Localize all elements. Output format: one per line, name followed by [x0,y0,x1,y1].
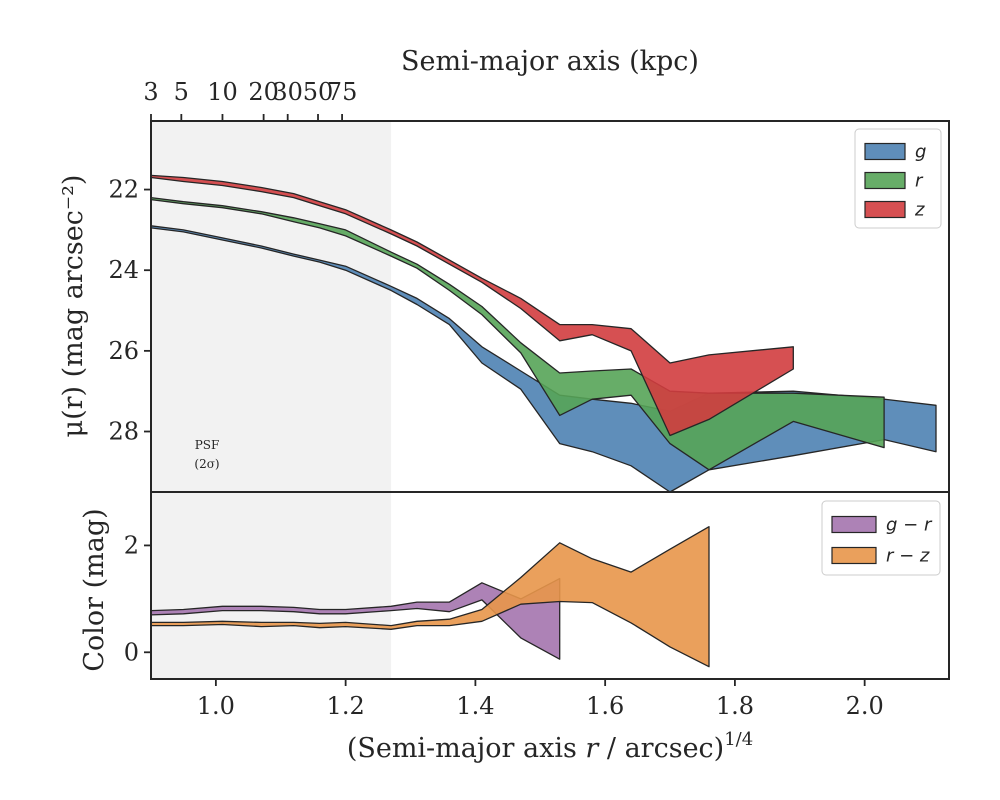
band-rz-1 [150,526,710,668]
x-tick-label: 1.6 [586,692,624,720]
band-gr-0 [150,577,561,660]
legend-swatch [831,515,877,534]
y-tick-label: 24 [108,256,139,284]
y-tick-label: 22 [108,176,139,204]
x-tick-label: 1.0 [197,692,235,720]
psf-shade-region-top [151,121,392,492]
legend-label: r [915,171,924,192]
x-tick-label: 1.8 [716,692,754,720]
surface-brightness-bands [150,174,937,493]
kpc-tick-label: 20 [248,78,279,106]
kpc-tick-label: 50 [303,78,334,106]
x-tick-label: 1.4 [456,692,494,720]
kpc-tick-label: 30 [272,78,303,106]
color-bands [150,526,710,668]
top-x-axis-title: Semi-major axis (kpc) [401,46,699,77]
bottom-y-ticks: 02 [124,531,151,666]
color-panel: 02 1.0 1.2 1.4 1.6 1.8 2.0 g − rr − z [124,491,950,720]
bottom-y-axis-title: Color (mag) [79,508,110,671]
legend-swatch [831,546,877,565]
legend-swatch [864,200,906,219]
y-tick-label: 28 [108,418,139,446]
kpc-tick-label: 5 [174,78,189,106]
color-legend: g − r r − z [821,500,941,576]
psf-shade-region-bottom [151,492,392,679]
surface-brightness-legend: grz [854,128,942,229]
legend-label: r − z [886,546,930,567]
x-tick-label: 1.2 [327,692,365,720]
bottom-x-ticks: 1.0 1.2 1.4 1.6 1.8 2.0 [197,679,884,720]
top-y-ticks: 22 24 26 28 [108,176,151,446]
y-tick-label: 26 [108,337,139,365]
band-z-2 [150,174,794,437]
bottom-panel-frame [150,491,950,680]
bottom-x-axis-title: (Semi-major axis r / arcsec)1/4 [347,729,753,764]
legend-swatch [864,142,906,161]
legend-label: g [915,142,926,163]
psf-annotation-sigma: (2σ) [194,457,219,471]
kpc-tick-label: 10 [207,78,238,106]
x-tick-label: 2.0 [846,692,884,720]
y-tick-label: 2 [124,531,139,559]
legend-label: z [914,200,925,221]
legend-swatch [864,171,906,190]
top-y-axis-title: μ(r) (mag arcsec⁻²) [58,175,89,438]
y-tick-label: 0 [124,638,139,666]
kpc-tick-label: 3 [143,78,158,106]
kpc-tick-label: 75 [327,78,358,106]
legend-label: g − r [886,515,933,536]
psf-annotation-label: PSF [195,438,220,452]
